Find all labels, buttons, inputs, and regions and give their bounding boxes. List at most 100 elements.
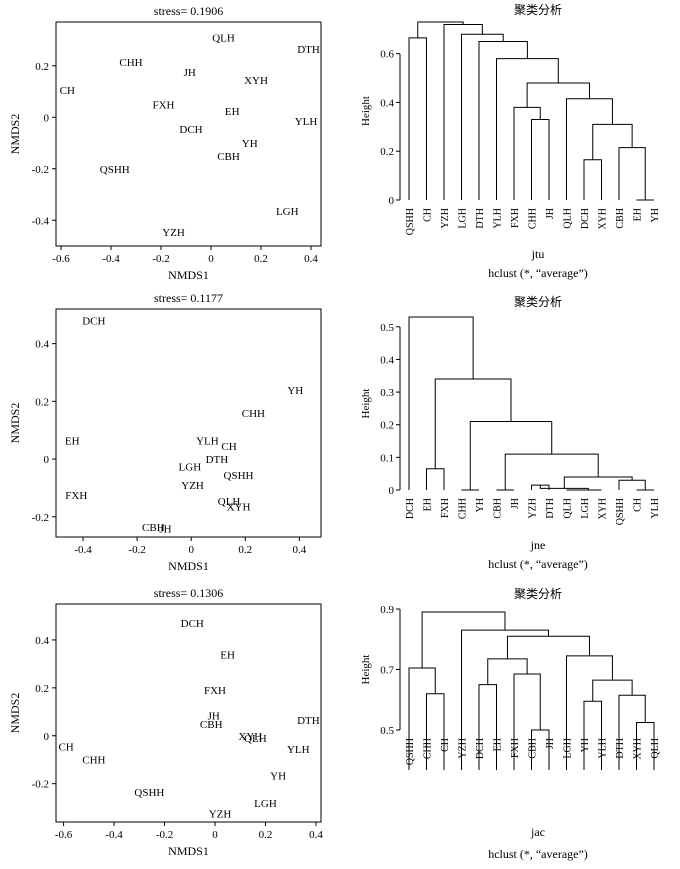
site-label: DTH [206, 454, 229, 466]
y-tick-label: 0.2 [380, 146, 394, 158]
site-label: XYH [244, 75, 268, 87]
site-label: JH [208, 710, 220, 722]
leaf-label: QSHH [615, 498, 626, 525]
dendrogram-branch [531, 119, 550, 200]
x-tick-label: -0.6 [55, 829, 73, 841]
x-tick-label: 0.2 [254, 253, 268, 265]
dendrogram-branch [421, 611, 506, 668]
dendrogram-branch [618, 479, 646, 490]
dendrogram-branch [513, 106, 541, 200]
leaf-label: QSHH [405, 738, 416, 765]
x-axis-label: NMDS1 [168, 559, 209, 573]
site-label: CHH [242, 408, 265, 420]
dendrogram-branch [563, 476, 633, 489]
dendrogram-title: 聚类分析 [514, 295, 562, 309]
leaf-label: YZH [458, 738, 469, 759]
dendrogram: 聚类分析 Height jac hclust (*, “average”) 0.5 0.7… [360, 587, 661, 861]
leaf-label: EH [423, 498, 434, 511]
x-tick-label: -0.4 [105, 829, 123, 841]
y-tick-label: 0 [44, 731, 50, 743]
x-tick-label: -0.2 [128, 544, 145, 556]
leaf-label: DCH [580, 208, 591, 229]
site-label: FXH [65, 490, 87, 502]
y-tick-label: 0 [389, 485, 395, 497]
site-label: QSHH [134, 787, 164, 799]
site-label: DCH [181, 618, 204, 630]
plot-frame [55, 21, 322, 247]
leaf-label: CHH [458, 498, 469, 519]
leaf-label: EH [493, 738, 504, 751]
dendrogram: 聚类分析 Height jtu hclust (*, “average”) 0 0.2 0.… [360, 3, 661, 280]
x-tick-label: 0 [212, 829, 218, 841]
leaf-label: DTH [545, 498, 556, 519]
x-tick-label: 0.4 [304, 253, 318, 265]
y-tick-label: 0.2 [35, 396, 49, 408]
y-tick-label: 0.4 [35, 635, 49, 647]
site-label: CH [58, 742, 73, 754]
nmds-plot: stress= 0.1306 -0.6 -0.4 -0.2 0 0.2 0.4 0.4 0.2 0… [8, 586, 323, 858]
leaf-label: LGH [458, 208, 469, 229]
dendrogram-branch [469, 420, 553, 490]
site-label: JH [159, 523, 171, 535]
leaf-label: QLH [650, 738, 661, 759]
site-label: JH [184, 67, 196, 79]
x-axis-label: NMDS1 [168, 844, 209, 858]
method-label: hclust (*, “average”) [488, 557, 588, 571]
dendrogram-branch [618, 147, 646, 200]
dendrogram-branch [478, 41, 528, 200]
leaf-label: JH [545, 208, 556, 219]
dendrogram-title: 聚类分析 [514, 587, 562, 601]
leaf-label: YH [650, 208, 661, 222]
x-tick-label: 0 [208, 253, 214, 265]
site-label: QLH [218, 496, 241, 508]
site-label: EH [65, 435, 80, 447]
x-tick-label: -0.4 [74, 544, 92, 556]
site-label: YLH [287, 744, 310, 756]
x-tick-label: -0.6 [52, 253, 70, 265]
leaf-label: CH [633, 498, 644, 512]
x-tick-label: 0 [188, 544, 194, 556]
leaf-label: CH [423, 208, 434, 222]
plot-frame [55, 603, 322, 823]
leaf-label: EH [633, 208, 644, 221]
method-label: hclust (*, “average”) [488, 266, 588, 280]
site-label: FXH [204, 685, 226, 697]
leaf-label: YLH [598, 738, 609, 759]
dendrogram-branch [566, 98, 613, 200]
dendrogram-branch [408, 316, 474, 490]
leaf-label: FXH [440, 498, 451, 518]
leaf-label: CHH [423, 738, 434, 759]
site-label: QLH [244, 733, 267, 745]
site-label: QSHH [224, 470, 254, 482]
site-label: YH [242, 138, 258, 150]
y-tick-label: 0.4 [35, 339, 49, 351]
y-tick-label: -0.2 [32, 779, 49, 791]
leaf-label: YLH [650, 498, 661, 519]
dendrogram-branch [539, 485, 589, 490]
stress-title: stress= 0.1177 [154, 291, 223, 305]
y-tick-label: 0 [389, 195, 395, 207]
leaf-label: DCH [475, 738, 486, 759]
leaf-label: QLH [563, 498, 574, 519]
site-label: YLH [196, 435, 219, 447]
y-tick-label: -0.2 [32, 164, 49, 176]
stress-title: stress= 0.1906 [154, 4, 223, 18]
leaf-label: XYH [598, 498, 609, 520]
plot-frame [55, 308, 322, 538]
leaf-label: QSHH [405, 208, 416, 235]
leaf-label: FXH [510, 208, 521, 228]
leaf-label: YH [580, 738, 591, 752]
y-tick-label: 0.4 [380, 354, 394, 366]
nmds-plot: stress= 0.1177 -0.4 -0.2 0 0.2 0.4 0.4 0.2 0 -0.2… [8, 291, 322, 573]
y-tick-label: -0.4 [32, 215, 50, 227]
dendrogram-branch [526, 82, 590, 108]
leaf-label: YLH [493, 208, 504, 229]
dendrogram-branch [592, 123, 633, 160]
y-axis-label: Height [360, 96, 372, 126]
leaf-label: CBH [615, 208, 626, 229]
y-axis-label: Height [360, 655, 372, 685]
dendrogram-branch [504, 453, 599, 490]
x-tick-label: 0.2 [238, 544, 252, 556]
leaf-label: YH [475, 498, 486, 512]
